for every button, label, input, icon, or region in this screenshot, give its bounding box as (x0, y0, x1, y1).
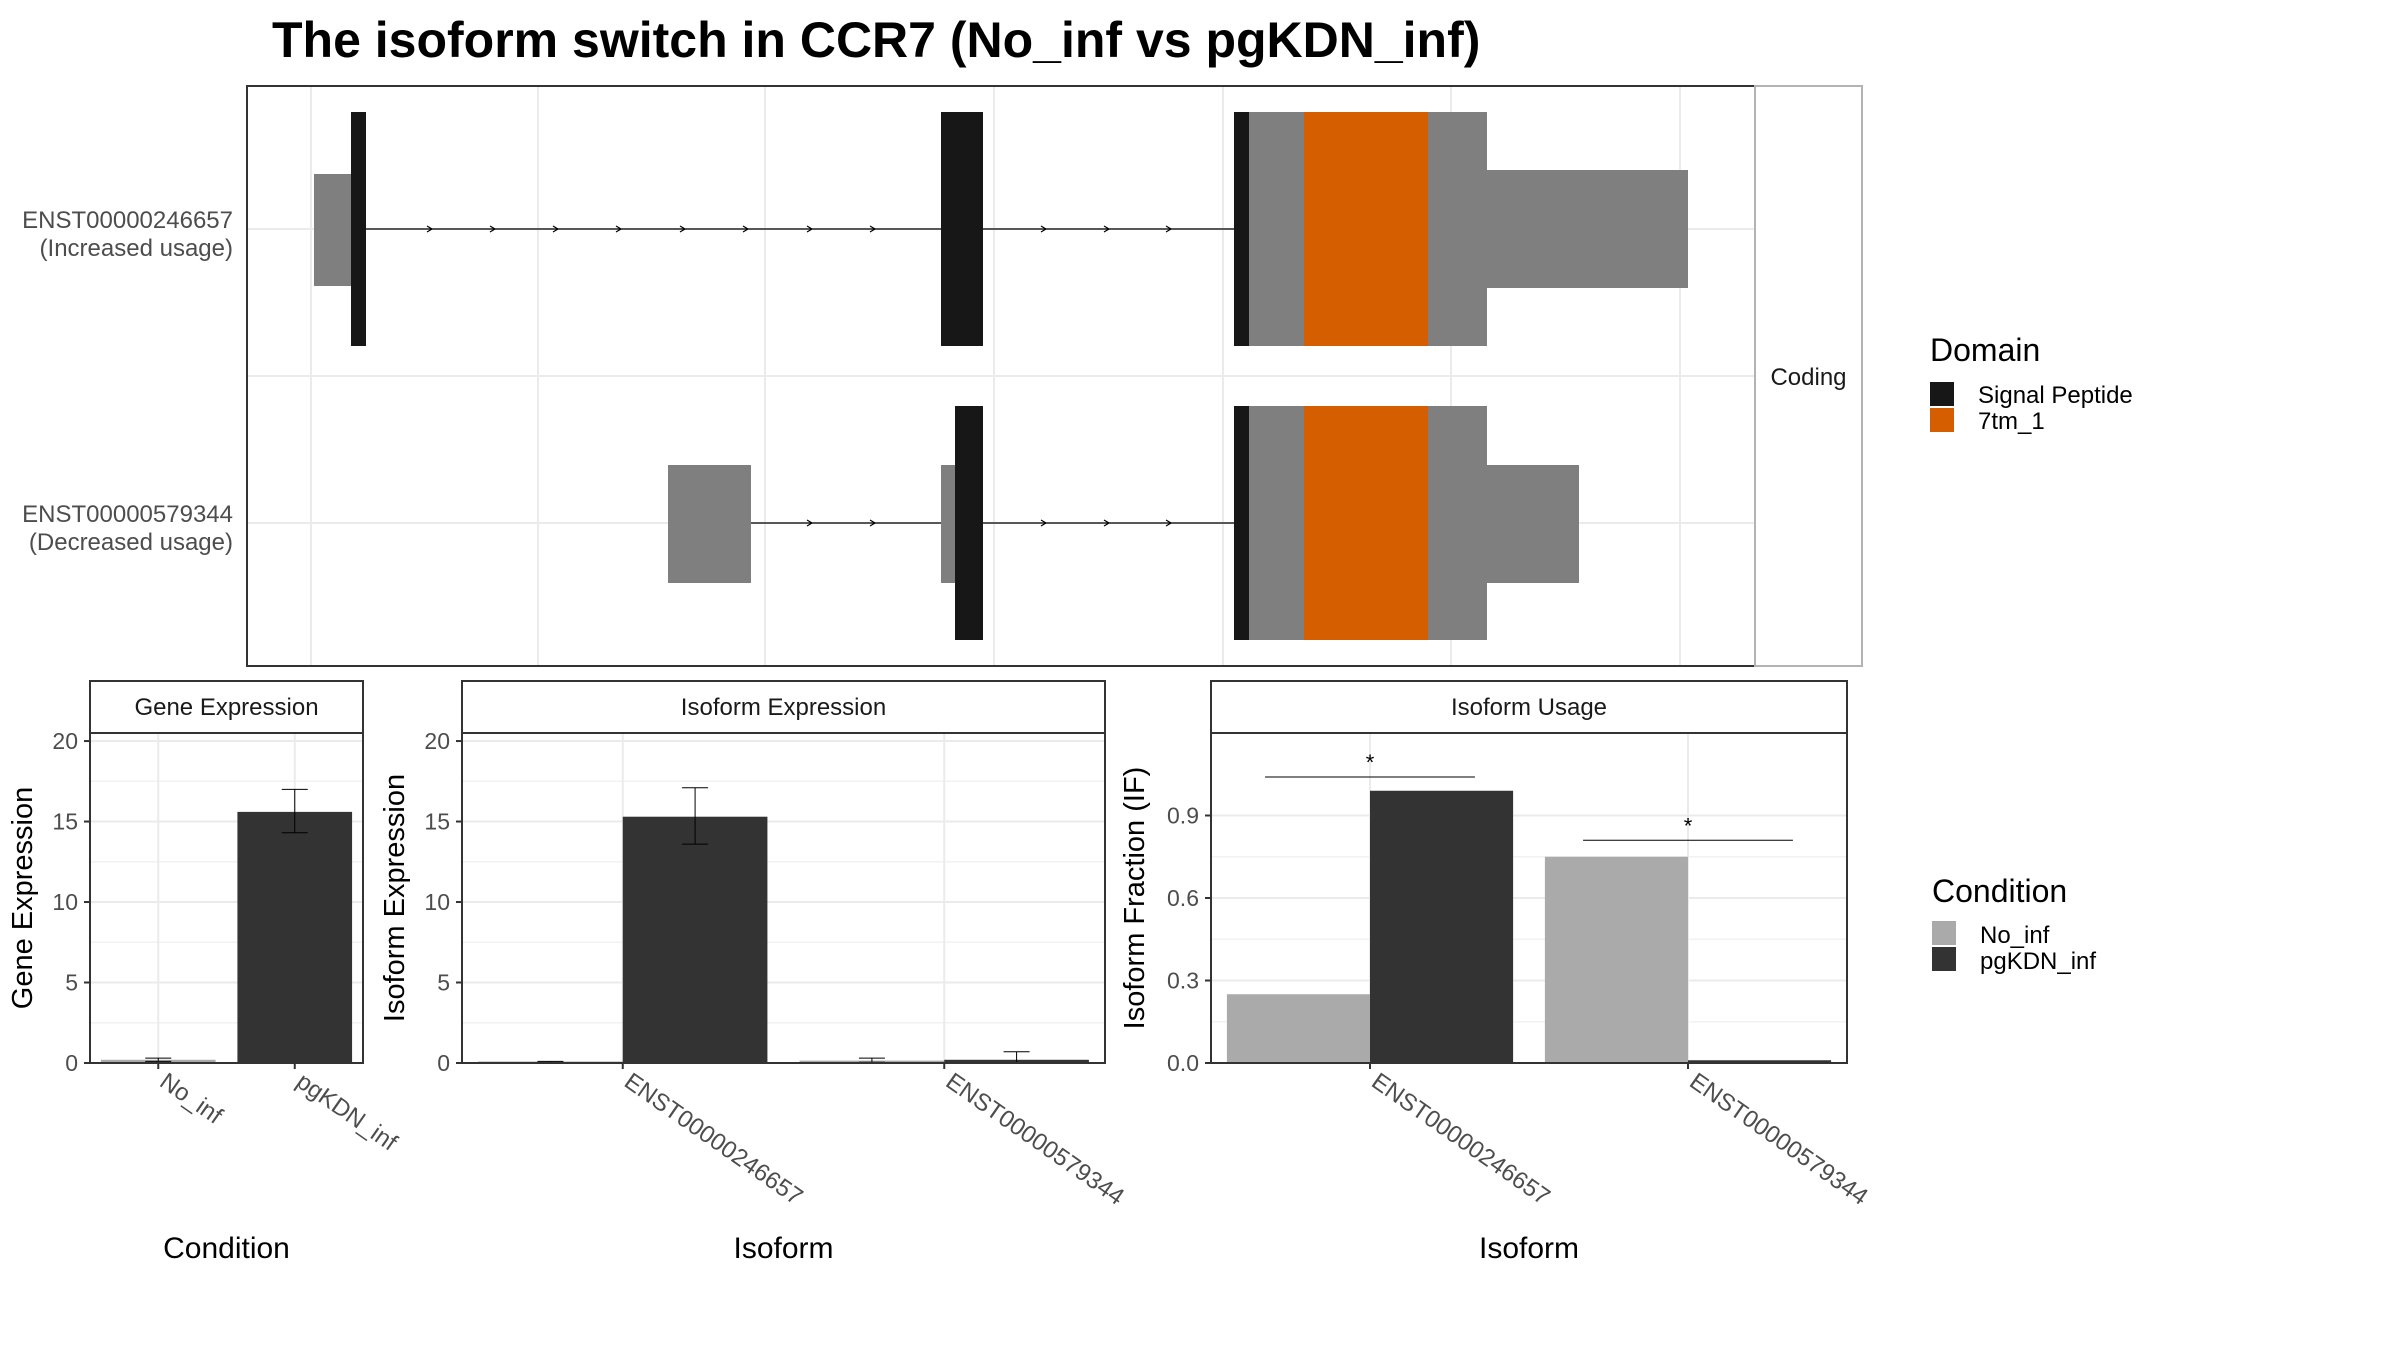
bar (237, 811, 353, 1063)
y-tick-label: 0 (437, 1050, 450, 1076)
x-tick-label: ENST00000246657 (619, 1068, 807, 1211)
exon-block (1304, 406, 1428, 640)
intron-direction-arrow (679, 225, 687, 233)
y-tick-label: 15 (424, 809, 450, 835)
y-tick-label: 0.3 (1167, 968, 1199, 994)
exon-block (941, 465, 957, 583)
plot-border (461, 732, 1106, 1064)
domain-legend-label: 7tm_1 (1978, 408, 2045, 435)
intron-direction-arrow (1165, 225, 1173, 233)
y-tick-label: 10 (424, 889, 450, 915)
exon-block (955, 406, 983, 640)
structure-strip-label: Coding (1770, 364, 1846, 391)
bar (622, 816, 768, 1063)
x-tick-label: ENST00000579344 (941, 1068, 1129, 1211)
domain-legend-label: Signal Peptide (1978, 382, 2133, 409)
y-axis-title: Isoform Expression (379, 774, 411, 1022)
intron-direction-arrow (1103, 519, 1111, 527)
intron-direction-arrow (1040, 519, 1048, 527)
exon-block (351, 112, 366, 346)
transcript-id-label: ENST00000246657 (22, 207, 233, 234)
isoform-expression-panel: Isoform Expression 0 5 10 15 20 ENST0000024665… (379, 680, 1129, 1265)
y-axis-title: Isoform Fraction (IF) (1119, 767, 1151, 1030)
exon-block (668, 465, 751, 583)
gene-expression-panel: Gene Expression 0 5 10 15 20 No_inf pgKDN_inf Ge… (7, 680, 402, 1265)
exon-block (1428, 112, 1487, 346)
exon-block (1487, 170, 1688, 288)
facet-strip-label: Isoform Usage (1451, 694, 1607, 721)
y-tick-label: 20 (424, 728, 450, 754)
y-tick-label: 5 (65, 970, 78, 996)
exon-block (1249, 112, 1304, 346)
y-tick-label: 15 (52, 809, 78, 835)
structure-facet-strip (1754, 85, 1863, 667)
intron-direction-arrow (806, 225, 814, 233)
x-tick-label: pgKDN_inf (291, 1068, 402, 1157)
plot-background (462, 733, 1105, 1063)
x-axis-title: Isoform (1479, 1232, 1579, 1265)
plot-border (89, 732, 364, 1064)
bar (1370, 790, 1514, 1063)
exon-block (1304, 112, 1428, 346)
exon-block (1234, 112, 1249, 346)
y-tick-label: 0.0 (1167, 1050, 1199, 1076)
x-tick-label: ENST00000246657 (1367, 1068, 1555, 1211)
intron-direction-arrow (489, 225, 497, 233)
domain-legend-key (1930, 382, 1954, 406)
facet-strip (1210, 680, 1848, 734)
intron-direction-arrow (869, 519, 877, 527)
condition-legend-key (1932, 921, 1956, 945)
intron-direction-arrow (869, 225, 877, 233)
y-axis-title: Gene Expression (7, 787, 39, 1009)
x-axis-title: Isoform (733, 1232, 833, 1265)
intron-direction-arrow (615, 225, 623, 233)
y-tick-label: 20 (52, 728, 78, 754)
facet-strip-label: Gene Expression (134, 694, 318, 721)
transcript-structure-panel: ENST00000246657(Increased usage) ENST0000… (22, 85, 1863, 667)
domain-legend-key (1930, 408, 1954, 432)
x-axis-title: Condition (163, 1232, 290, 1265)
condition-legend-label: pgKDN_inf (1980, 948, 2096, 975)
y-tick-label: 0 (65, 1050, 78, 1076)
domain-legend-title: Domain (1930, 332, 2040, 368)
transcript-usage-label: (Increased usage) (40, 235, 233, 262)
transcript-usage-label: (Decreased usage) (29, 529, 233, 556)
intron-direction-arrow (806, 519, 814, 527)
exon-block (1428, 406, 1487, 640)
transcript-id-label: ENST00000579344 (22, 501, 233, 528)
y-tick-label: 10 (52, 889, 78, 915)
facet-strip-label: Isoform Expression (681, 694, 886, 721)
bar (1226, 994, 1370, 1063)
intron-direction-arrow (1165, 519, 1173, 527)
isoform-usage-panel: Isoform Usage 0.0 0.3 0.6 0.9 * * ENST000002466… (1119, 680, 1873, 1265)
facet-strip (461, 680, 1106, 734)
y-tick-label: 5 (437, 970, 450, 996)
intron-direction-arrow (1103, 225, 1111, 233)
intron-direction-arrow (552, 225, 560, 233)
plot-border (1210, 732, 1848, 1064)
significance-star: * (1366, 750, 1375, 775)
intron-direction-arrow (1040, 225, 1048, 233)
exon-block (1249, 406, 1304, 640)
exon-block (314, 174, 354, 286)
y-tick-label: 0.9 (1167, 803, 1199, 829)
condition-legend-title: Condition (1932, 873, 2067, 909)
intron-direction-arrow (426, 225, 434, 233)
x-tick-label: No_inf (155, 1068, 228, 1130)
intron-direction-arrow (742, 225, 750, 233)
exon-block (1234, 406, 1249, 640)
y-tick-label: 0.6 (1167, 885, 1199, 911)
x-tick-label: ENST00000579344 (1685, 1068, 1873, 1211)
condition-legend-key (1932, 947, 1956, 971)
bar (1688, 1060, 1832, 1063)
significance-star: * (1684, 813, 1693, 838)
condition-legend-label: No_inf (1980, 922, 2050, 949)
exon-block (1487, 465, 1579, 583)
exon-block (941, 112, 983, 346)
bar (1544, 856, 1688, 1063)
figure-title: The isoform switch in CCR7 (No_inf vs pg… (272, 12, 1480, 68)
